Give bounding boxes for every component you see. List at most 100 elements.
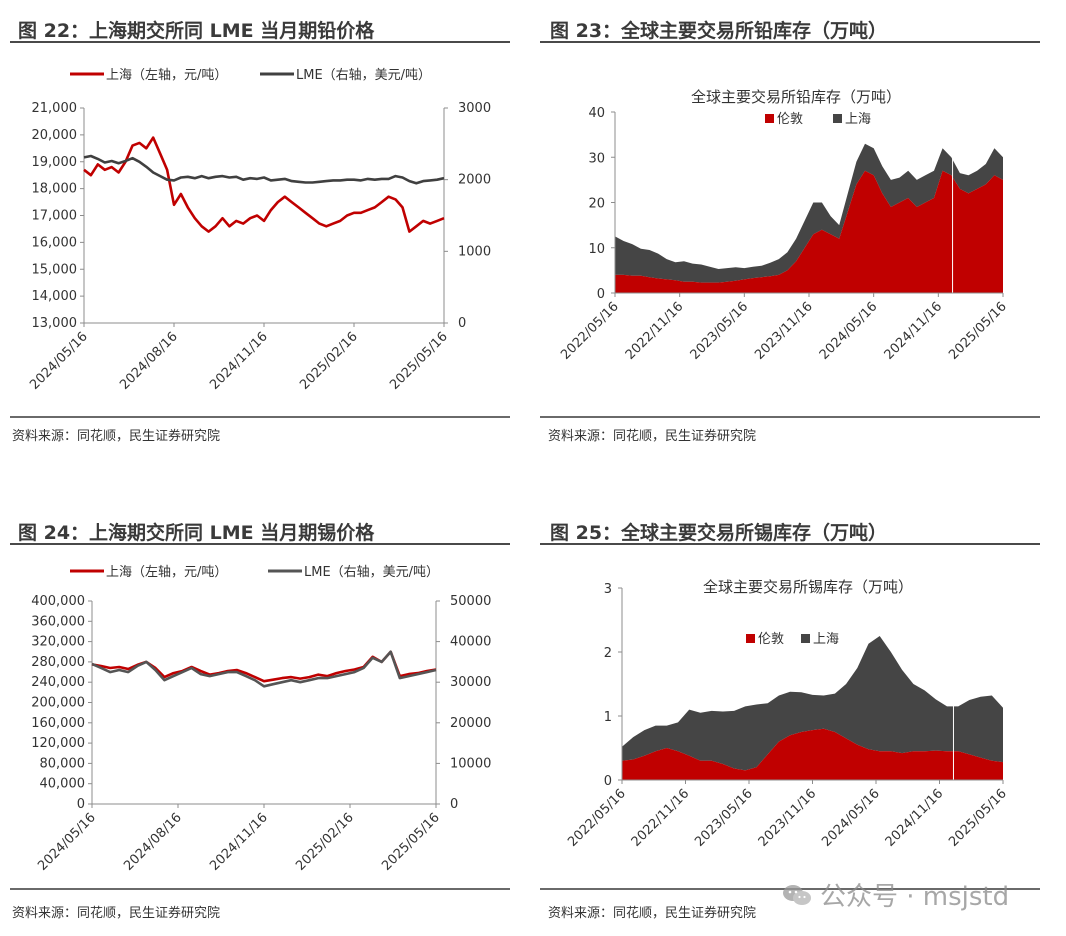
y-left-tick-label: 15,000	[32, 262, 78, 277]
chart-inner-title: 全球主要交易所铅库存（万吨）	[691, 88, 901, 106]
source-rule	[540, 416, 1040, 418]
y-tick-label: 0	[604, 774, 612, 789]
x-tick-label: 2024/11/16	[882, 299, 946, 363]
y-left-tick-label: 360,000	[31, 614, 85, 629]
x-tick-label: 2024/05/16	[819, 786, 883, 850]
y-left-tick-label: 21,000	[32, 101, 78, 116]
y-left-tick-label: 120,000	[31, 736, 85, 751]
series-line-lme	[83, 154, 445, 185]
source-note: 资料来源：同花顺，民生证券研究院	[548, 906, 757, 921]
panel-fig23: 图 23：全球主要交易所铅库存（万吨） 0 10 20 30 40 2022/05/16 2…	[540, 10, 1040, 450]
y-tick-label: 0	[597, 287, 605, 302]
legend-label: LME（右轴，美元/吨）	[304, 565, 439, 580]
y-left-tick-label: 16,000	[32, 235, 78, 250]
panel-fig24: 图 24：上海期交所同 LME 当月期锡价格 0 40,000 80,000 120,…	[10, 512, 510, 932]
legend-swatch	[801, 634, 810, 643]
legend-label: LME（右轴，美元/吨）	[296, 68, 431, 83]
y-right-tick-label: 0	[450, 797, 458, 812]
chart-inner-title: 全球主要交易所锡库存（万吨）	[703, 578, 913, 596]
y-tick-label: 2	[604, 646, 612, 661]
y-left-tick-label: 40,000	[40, 777, 86, 792]
watermark-text: 公众号 · msjstd	[820, 882, 1010, 912]
x-tick-label: 2025/05/16	[379, 810, 443, 874]
panel-fig22: 图 22：上海期交所同 LME 当月期铅价格 13,000 14,000 15,00…	[10, 10, 510, 450]
area-shanghai	[622, 636, 1003, 771]
source-rule	[10, 416, 510, 418]
title-rule	[10, 543, 510, 545]
x-tick-label: 2024/08/16	[117, 329, 181, 393]
y-left-tick-label: 320,000	[31, 635, 85, 650]
y-tick-label: 3	[604, 582, 612, 597]
source-note: 资料来源：同花顺，民生证券研究院	[12, 906, 221, 921]
title-rule	[540, 543, 1040, 545]
chart-fig25: 0 1 2 3 2022/05/16 2022/11/16 2023/05/16 2023/1…	[565, 578, 1010, 850]
area-shanghai	[615, 143, 1003, 283]
x-tick-label: 2024/05/16	[27, 329, 91, 393]
x-tick-label: 2023/11/16	[756, 786, 820, 850]
y-tick-label: 20	[588, 197, 605, 212]
legend-label: 上海（左轴，元/吨）	[106, 68, 227, 83]
x-tick-label: 2024/11/16	[883, 786, 947, 850]
legend-swatch	[765, 114, 774, 123]
panel-title: 图 22：上海期交所同 LME 当月期铅价格	[18, 20, 375, 42]
y-right-tick-label: 2000	[458, 173, 491, 188]
x-tick-label: 2024/05/16	[35, 810, 99, 874]
x-tick-label: 2022/11/16	[623, 299, 687, 363]
y-left-tick-label: 240,000	[31, 675, 85, 690]
series-line-lme	[91, 650, 437, 688]
area-london	[622, 728, 1003, 780]
x-tick-label: 2024/11/16	[207, 329, 271, 393]
x-tick-label: 2023/05/16	[688, 299, 752, 363]
source-note: 资料来源：同花顺，民生证券研究院	[12, 429, 221, 444]
legend-label: 伦敦	[777, 111, 803, 127]
panel-title: 图 24：上海期交所同 LME 当月期锡价格	[18, 522, 375, 544]
y-left-tick-label: 17,000	[32, 209, 78, 224]
panel-title: 图 23：全球主要交易所铅库存（万吨）	[550, 20, 888, 42]
x-tick-label: 2025/05/16	[387, 329, 451, 393]
x-tick-label: 2022/05/16	[565, 786, 629, 850]
panel-fig25: 图 25：全球主要交易所锡库存（万吨） 0 1 2 3 2022/05/16 2022/1…	[540, 512, 1040, 932]
y-right-tick-label: 20000	[450, 716, 491, 731]
y-left-tick-label: 400,000	[31, 594, 85, 609]
y-right-tick-label: 1000	[458, 244, 491, 259]
x-tick-label: 2022/11/16	[629, 786, 693, 850]
x-tick-label: 2025/02/16	[293, 810, 357, 874]
x-tick-label: 2025/05/16	[946, 299, 1010, 363]
chart-fig22: 13,000 14,000 15,000 16,000 17,000 18,000 19,0…	[27, 68, 491, 393]
x-tick-label: 2024/08/16	[121, 810, 185, 874]
y-tick-label: 30	[588, 151, 605, 166]
area-london	[615, 170, 1003, 293]
legend-label: 上海	[813, 632, 839, 647]
legend-label: 伦敦	[758, 631, 784, 647]
legend-label: 上海（左轴，元/吨）	[106, 565, 227, 580]
y-tick-label: 10	[588, 242, 605, 257]
y-right-tick-label: 50000	[450, 594, 491, 609]
y-left-tick-label: 0	[77, 797, 85, 812]
x-tick-label: 2025/05/16	[946, 786, 1010, 850]
y-left-tick-label: 18,000	[32, 182, 78, 197]
legend-label: 上海	[845, 112, 871, 127]
x-tick-label: 2023/11/16	[752, 299, 816, 363]
y-right-tick-label: 3000	[458, 101, 491, 116]
y-right-tick-label: 40000	[450, 635, 491, 650]
series-line-shanghai	[83, 136, 445, 233]
x-tick-label: 2023/05/16	[692, 786, 756, 850]
source-note: 资料来源：同花顺，民生证券研究院	[548, 429, 757, 444]
y-left-tick-label: 200,000	[31, 696, 85, 711]
y-tick-label: 1	[604, 710, 612, 725]
y-tick-label: 40	[588, 106, 605, 121]
legend-swatch	[833, 114, 842, 123]
y-left-tick-label: 20,000	[32, 128, 78, 143]
title-rule	[10, 41, 510, 43]
chart-fig24: 0 40,000 80,000 120,000 160,000 200,000 240,00…	[31, 565, 491, 874]
x-tick-label: 2024/05/16	[817, 299, 881, 363]
y-left-tick-label: 280,000	[31, 655, 85, 670]
watermark: 公众号 · msjstd	[782, 876, 1009, 913]
wechat-icon	[782, 883, 812, 907]
legend-swatch	[746, 634, 755, 643]
source-rule	[10, 888, 510, 890]
series-line-shanghai	[91, 650, 437, 683]
x-tick-label: 2024/11/16	[207, 810, 271, 874]
y-left-tick-label: 13,000	[32, 316, 78, 331]
